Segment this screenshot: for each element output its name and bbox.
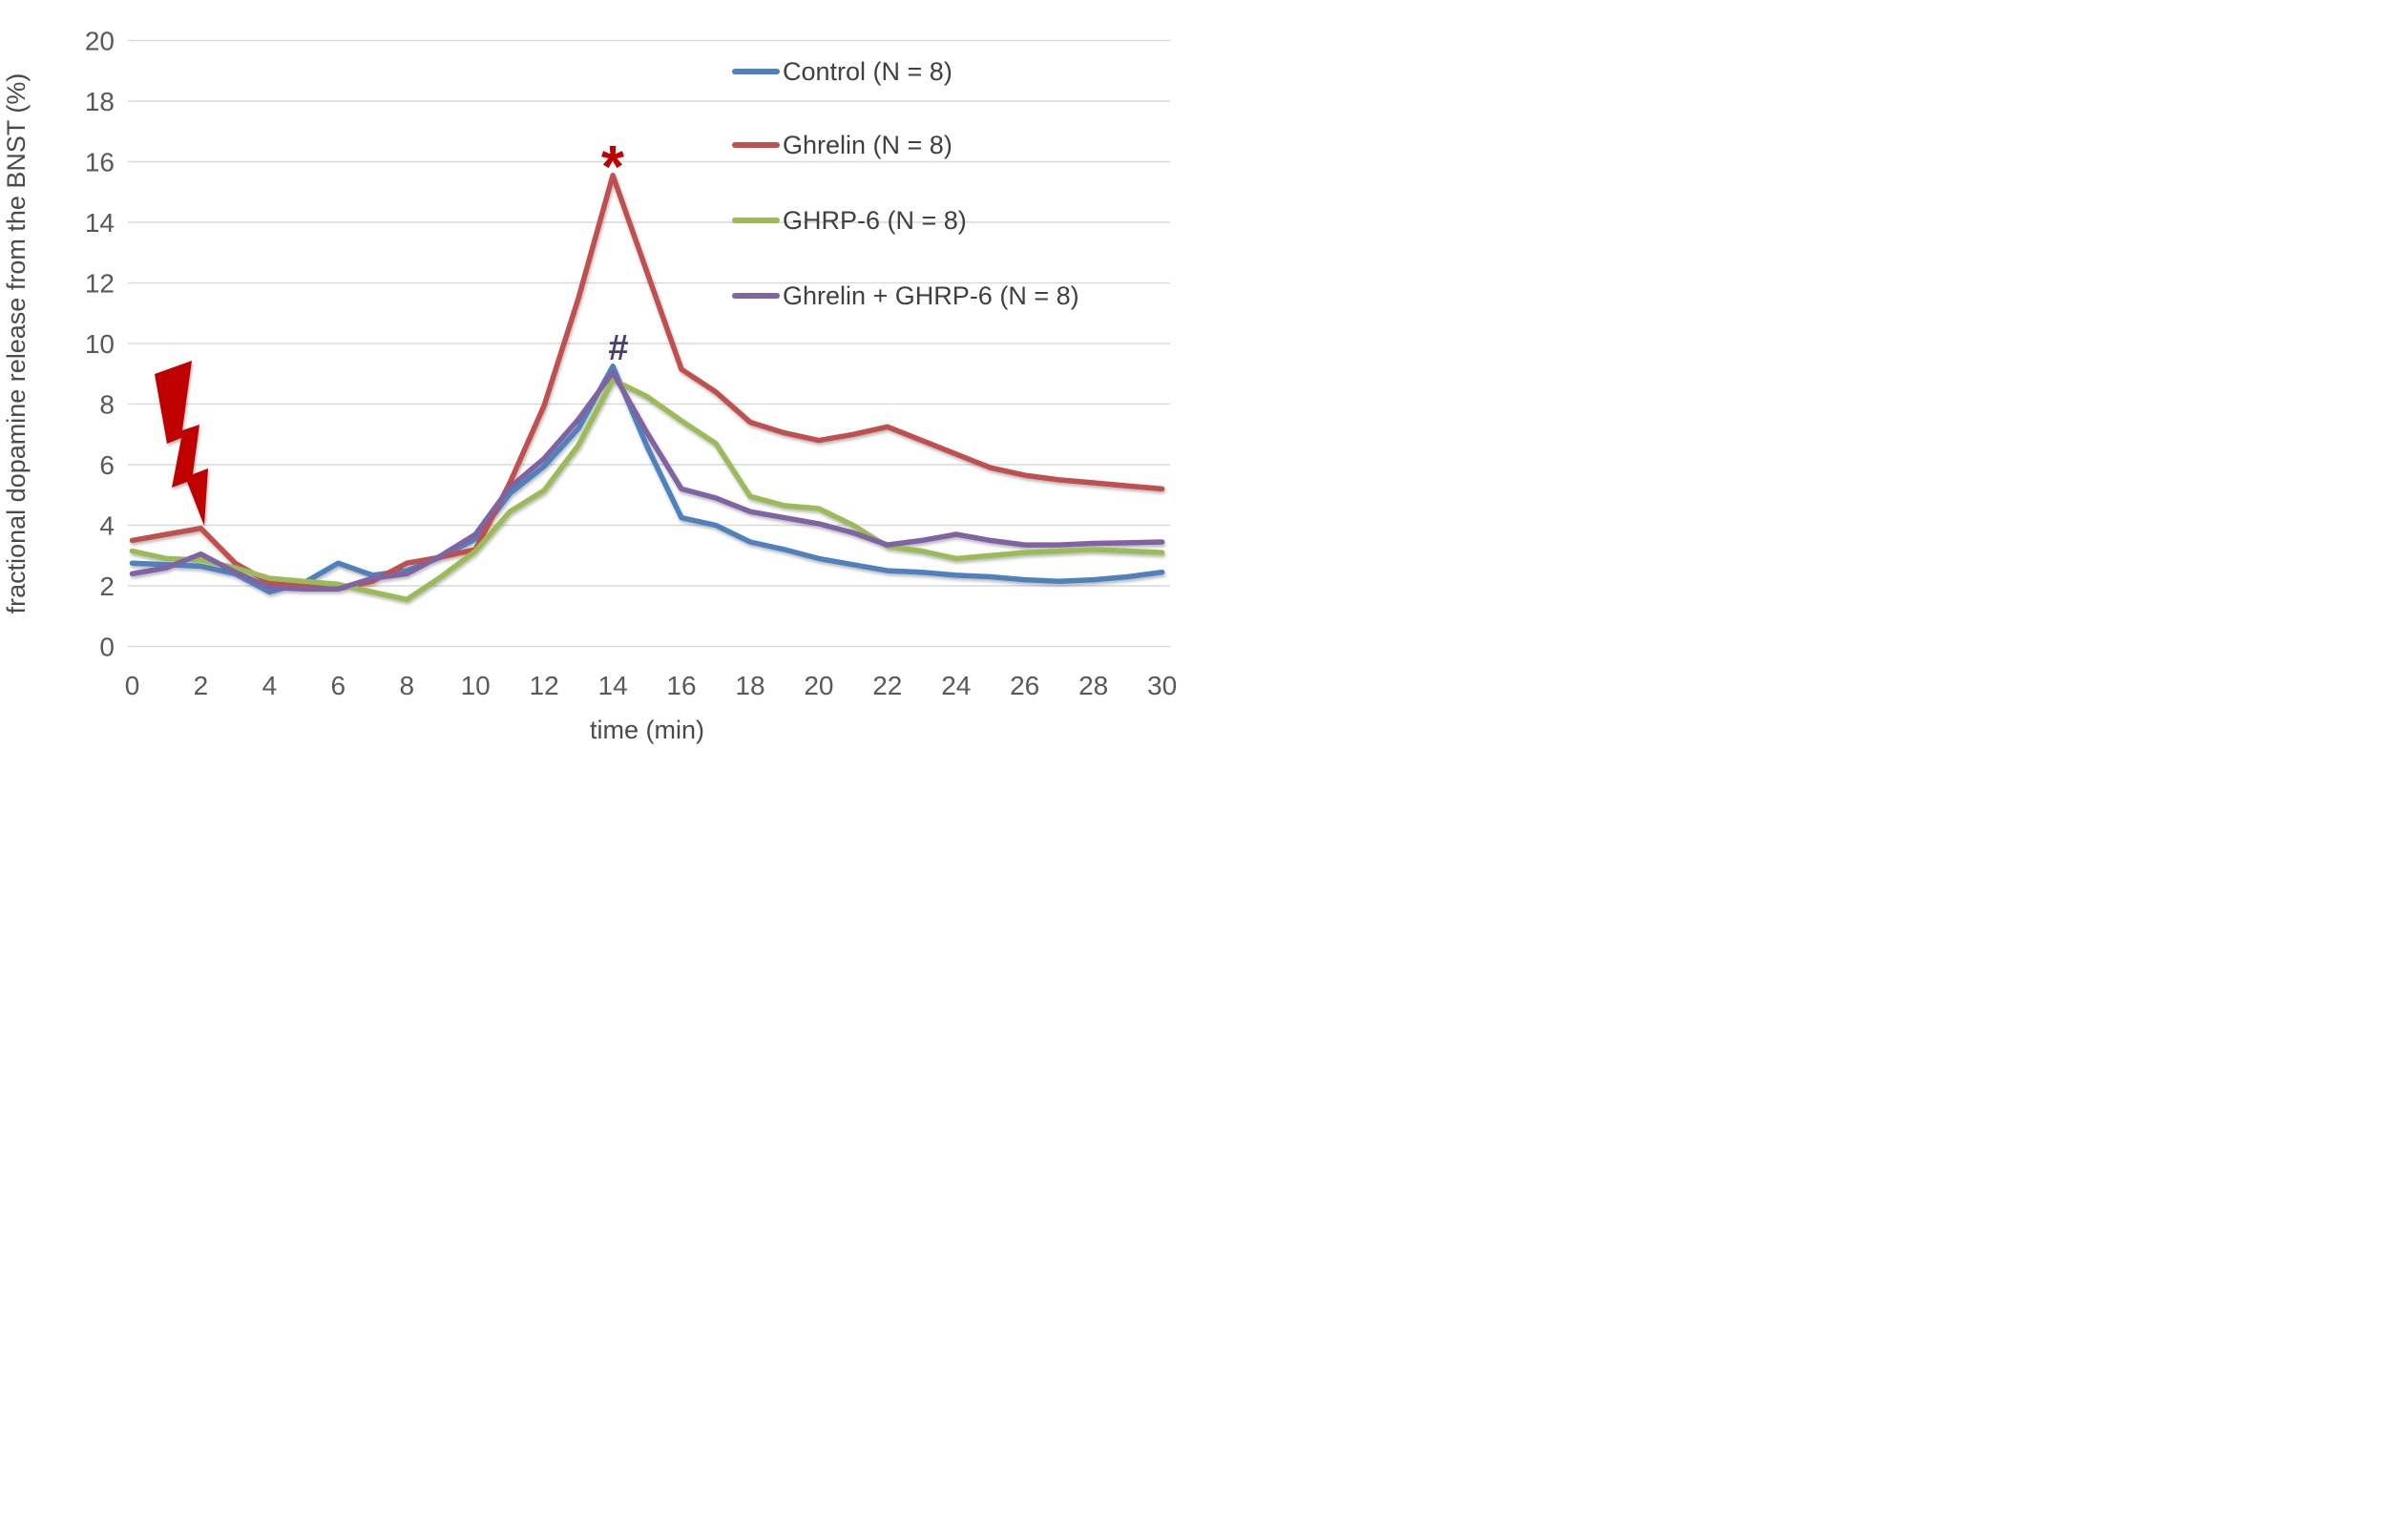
y-tick-label-0: 0 [99,633,115,662]
legend-item-ghrelin-ghrp6: Ghrelin + GHRP-6 (N = 8) [732,281,1079,310]
y-tick-label-4: 4 [99,511,115,541]
legend-item-ghrelin: Ghrelin (N = 8) [732,131,953,159]
x-tick-label-4: 4 [262,671,278,700]
x-tick-label-2: 2 [194,671,209,700]
x-tick-label-6: 6 [331,671,346,700]
x-tick-label-24: 24 [941,671,971,700]
legend-label-ghrelin-ghrp6: Ghrelin + GHRP-6 (N = 8) [783,281,1079,310]
y-tick-label-12: 12 [85,269,115,299]
legend-label-control: Control (N = 8) [783,57,953,86]
legend-label-ghrp6: GHRP-6 (N = 8) [783,206,967,235]
series-line-3 [129,369,1165,592]
series-line-0 [129,364,1165,595]
legend-item-control: Control (N = 8) [732,57,953,86]
series-line-1 [129,173,1165,592]
legend-item-ghrp6: GHRP-6 (N = 8) [732,206,967,235]
y-axis-title: fractional dopamine release from the BNS… [2,73,31,614]
x-tick-label-16: 16 [666,671,696,700]
x-axis-title: time (min) [590,716,704,744]
x-tick-label-8: 8 [400,671,415,700]
y-tick-label-6: 6 [99,450,115,480]
dopamine-release-line-chart: 0 2 4 6 8 10 12 14 16 18 20 0 2 4 6 8 10 12 14 16 18 20 22 24 2… [0,0,1204,760]
y-axis-tick-labels: 0 2 4 6 8 10 12 14 16 18 20 [85,27,115,662]
x-tick-label-20: 20 [804,671,833,700]
y-tick-label-10: 10 [85,329,115,359]
series-line-2 [129,377,1165,603]
y-tick-label-16: 16 [85,148,115,177]
y-tick-label-20: 20 [85,27,115,56]
x-tick-label-0: 0 [125,671,140,700]
x-tick-label-18: 18 [735,671,764,700]
x-tick-label-28: 28 [1078,671,1108,700]
y-tick-label-14: 14 [85,208,115,238]
significance-hash: # [608,328,628,368]
lightning-bolt-icon [155,361,208,526]
y-tick-label-2: 2 [99,572,115,601]
x-axis-tick-labels: 0 2 4 6 8 10 12 14 16 18 20 22 24 26 28 30 [125,671,1177,700]
legend-label-ghrelin: Ghrelin (N = 8) [783,131,953,159]
x-tick-label-30: 30 [1147,671,1177,700]
y-tick-label-18: 18 [85,87,115,116]
significance-asterisk: * [601,135,625,200]
legend: Control (N = 8) Ghrelin (N = 8) GHRP-6 (… [732,57,1079,310]
x-tick-label-14: 14 [598,671,628,700]
x-tick-label-12: 12 [530,671,559,700]
x-tick-label-22: 22 [872,671,902,700]
x-tick-label-10: 10 [461,671,491,700]
x-tick-label-26: 26 [1010,671,1039,700]
y-tick-label-8: 8 [99,390,115,420]
data-series-lines [129,173,1165,603]
